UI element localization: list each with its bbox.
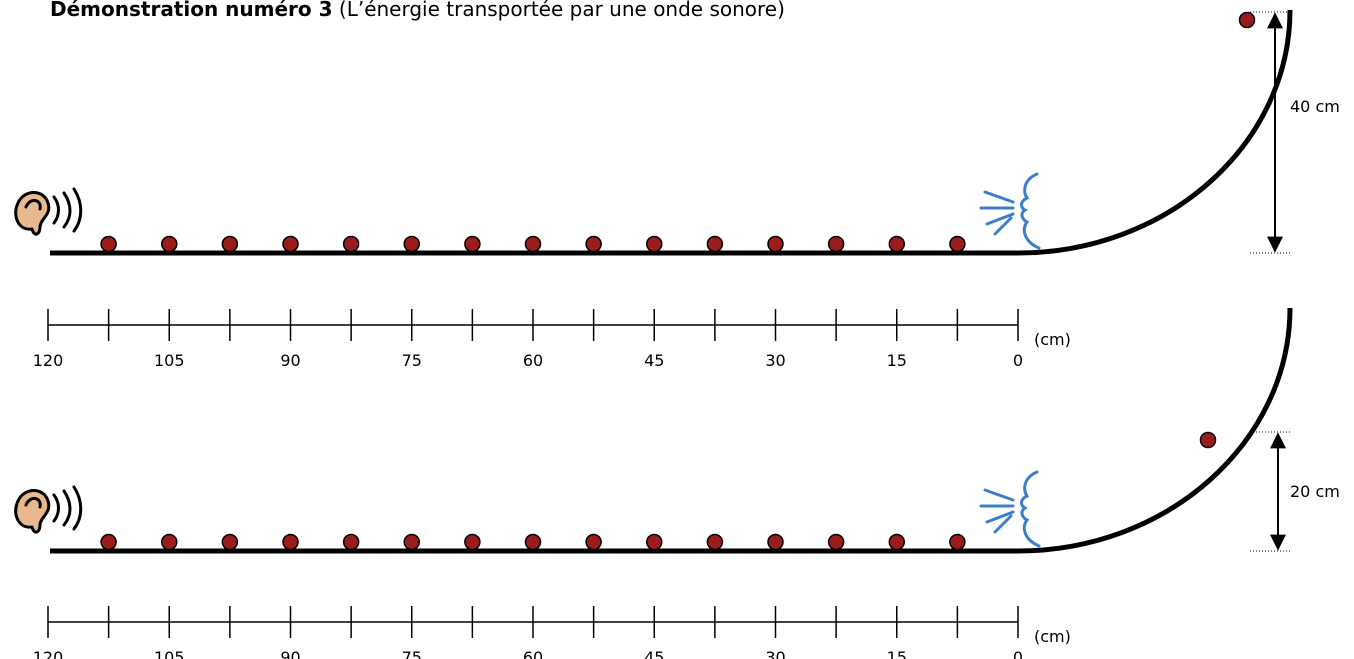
ball — [465, 237, 480, 252]
ball — [889, 237, 904, 252]
scale-label: 75 — [402, 648, 422, 659]
ball — [1201, 433, 1216, 448]
ball — [283, 237, 298, 252]
ball — [526, 535, 541, 550]
ball — [829, 237, 844, 252]
panel: 20 cm 120 105 90 75 60 45 30 15 0 (cm) — [16, 308, 1340, 659]
scale-label: 45 — [644, 351, 664, 370]
scale-label: 60 — [523, 648, 543, 659]
ball — [889, 535, 904, 550]
ball — [526, 237, 541, 252]
title-bold: Démonstration numéro 3 — [50, 0, 333, 21]
scale-label: 120 — [33, 351, 64, 370]
sound-wave — [64, 491, 70, 525]
ball — [768, 237, 783, 252]
panel: 40 cm 120 105 90 75 60 45 30 15 0 (cm) — [16, 10, 1340, 370]
ball — [1240, 13, 1255, 28]
ball — [465, 535, 480, 550]
scale-label: 105 — [154, 648, 185, 659]
ball — [101, 237, 116, 252]
sound-wave — [54, 197, 59, 223]
ear — [16, 193, 49, 235]
face — [1022, 472, 1040, 546]
ball — [950, 237, 965, 252]
unit-label: (cm) — [1034, 627, 1071, 646]
ball — [101, 535, 116, 550]
ball — [586, 535, 601, 550]
sound-wave — [54, 495, 59, 521]
ball — [344, 237, 359, 252]
scale-label: 30 — [765, 351, 785, 370]
ball — [283, 535, 298, 550]
scale-label: 15 — [887, 351, 907, 370]
mouth-icon — [981, 174, 1039, 248]
scale-label: 90 — [280, 351, 300, 370]
sound-wave — [74, 189, 81, 231]
ear — [16, 491, 49, 533]
ball — [647, 535, 662, 550]
sound-wave — [64, 193, 70, 227]
title: Démonstration numéro 3 (L’énergie transp… — [50, 0, 785, 21]
ball — [707, 535, 722, 550]
mouth-icon — [981, 472, 1039, 546]
ear-icon — [16, 189, 81, 234]
ball — [950, 535, 965, 550]
scale-label: 120 — [33, 648, 64, 659]
scale-label: 0 — [1013, 351, 1023, 370]
ball — [707, 237, 722, 252]
sound-wave — [74, 487, 81, 529]
scale-label: 105 — [154, 351, 185, 370]
breath — [981, 192, 1013, 234]
scale-label: 45 — [644, 648, 664, 659]
ball — [404, 535, 419, 550]
ball — [829, 535, 844, 550]
ball — [404, 237, 419, 252]
scale-label: 15 — [887, 648, 907, 659]
height-label: 40 cm — [1290, 97, 1340, 116]
ball — [344, 535, 359, 550]
ramp-curve — [1018, 10, 1290, 253]
ball — [647, 237, 662, 252]
title-rest: (L’énergie transportée par une onde sono… — [339, 0, 785, 21]
ball — [162, 237, 177, 252]
breath — [981, 490, 1013, 532]
height-label: 20 cm — [1290, 482, 1340, 501]
scale-label: 60 — [523, 351, 543, 370]
ball — [768, 535, 783, 550]
ear-icon — [16, 487, 81, 532]
ball — [586, 237, 601, 252]
unit-label: (cm) — [1034, 330, 1071, 349]
scale-label: 75 — [402, 351, 422, 370]
ball — [222, 237, 237, 252]
scale-label: 90 — [280, 648, 300, 659]
ball — [162, 535, 177, 550]
ball — [222, 535, 237, 550]
scale-label: 0 — [1013, 648, 1023, 659]
diagram: Démonstration numéro 3 (L’énergie transp… — [0, 0, 1354, 659]
face — [1022, 174, 1040, 248]
scale-label: 30 — [765, 648, 785, 659]
